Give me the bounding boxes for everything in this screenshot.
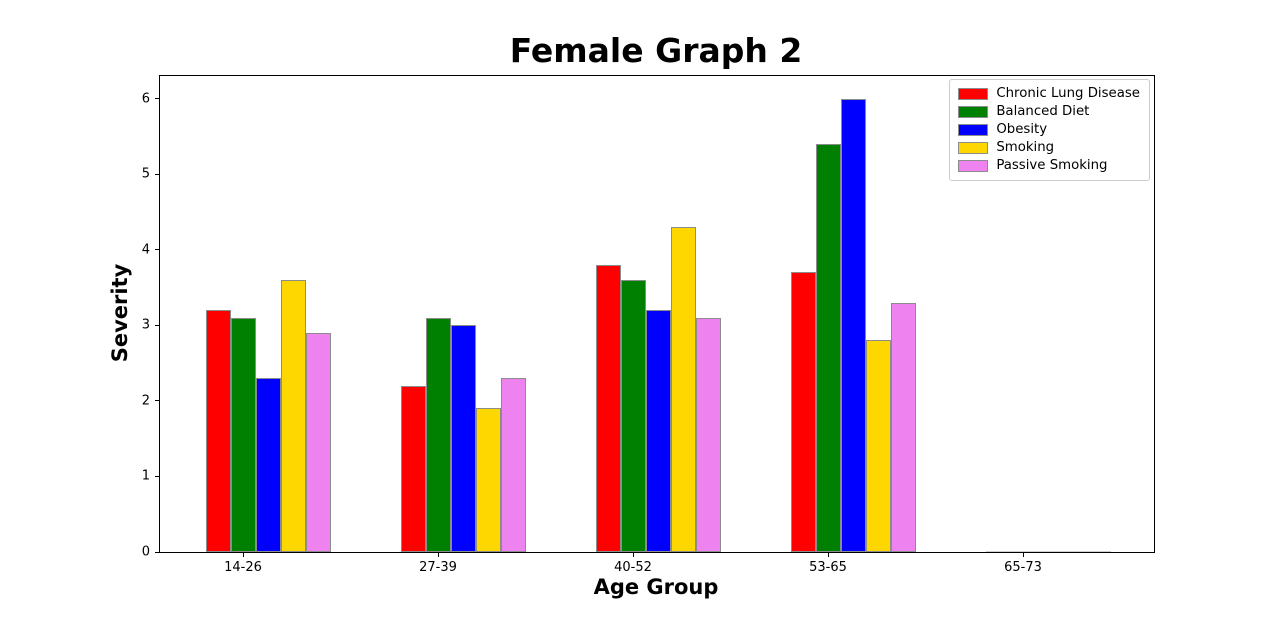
bar-passive-smoking-14-26 [305,332,331,552]
bar-obesity-65-73 [1035,551,1061,552]
bar-passive-smoking-53-65 [890,302,916,552]
bar-obesity-53-65 [840,98,866,552]
bar-smoking-27-39 [475,408,501,552]
bar-smoking-40-52 [670,227,696,552]
legend-item-chronic-lung-disease: Chronic Lung Disease [958,86,1140,101]
legend: Chronic Lung Disease Balanced Diet Obesity… [949,79,1150,181]
bar-balanced-diet-27-39 [425,317,451,552]
legend-label: Chronic Lung Disease [996,86,1140,101]
bar-chronic-lung-disease-65-73 [985,551,1011,552]
legend-item-smoking: Smoking [958,140,1140,155]
bar-passive-smoking-40-52 [695,317,721,552]
legend-swatch-icon [958,105,989,118]
legend-item-passive-smoking: Passive Smoking [958,158,1140,173]
x-tick-mark [438,552,439,557]
y-tick-label: 5 [141,166,150,182]
x-tick-mark [828,552,829,557]
y-axis-label: Severity [108,263,132,363]
x-tick-label-27-39: 27-39 [419,560,457,575]
bar-chronic-lung-disease-27-39 [400,385,426,552]
legend-label: Smoking [996,140,1055,155]
bar-chronic-lung-disease-53-65 [790,272,816,552]
legend-label: Passive Smoking [996,158,1108,173]
bar-obesity-14-26 [255,378,281,552]
legend-item-balanced-diet: Balanced Diet [958,104,1140,119]
bar-chronic-lung-disease-40-52 [595,264,621,552]
x-tick-mark [1023,552,1024,557]
y-tick-mark [155,249,160,251]
y-tick-label: 2 [141,393,150,409]
legend-swatch-icon [958,87,989,100]
bar-balanced-diet-40-52 [620,280,646,552]
y-tick-mark [155,475,160,477]
x-tick-label-53-65: 53-65 [809,560,847,575]
y-tick-mark [155,400,160,402]
chart-title: Female Graph 2 [509,31,803,70]
x-axis-label: Age Group [593,575,719,599]
bar-obesity-40-52 [645,310,671,552]
x-tick-mark [633,552,634,557]
legend-item-obesity: Obesity [958,122,1140,137]
bar-smoking-53-65 [865,340,891,552]
y-tick-mark [155,98,160,100]
y-tick-label: 3 [141,317,150,333]
bar-balanced-diet-14-26 [230,317,256,552]
y-tick-label: 0 [141,544,150,560]
y-tick-mark [155,551,160,553]
x-tick-label-14-26: 14-26 [224,560,262,575]
x-tick-mark [243,552,244,557]
y-tick-label: 1 [141,468,150,484]
bar-passive-smoking-27-39 [500,378,526,552]
y-tick-label: 4 [141,242,150,258]
plot-area: Chronic Lung Disease Balanced Diet Obesity… [142,75,1155,575]
y-tick-label: 6 [141,91,150,107]
bar-smoking-65-73 [1060,551,1086,552]
bar-balanced-diet-65-73 [1010,551,1036,552]
y-tick-mark [155,173,160,175]
legend-label: Balanced Diet [996,104,1090,119]
bar-smoking-14-26 [280,280,306,552]
bar-obesity-27-39 [450,325,476,552]
bar-balanced-diet-53-65 [815,144,841,552]
x-tick-label-65-73: 65-73 [1004,560,1042,575]
legend-swatch-icon [958,123,989,136]
x-tick-label-40-52: 40-52 [614,560,652,575]
legend-swatch-icon [958,159,989,172]
bar-passive-smoking-65-73 [1085,551,1111,552]
legend-swatch-icon [958,141,989,154]
bar-chronic-lung-disease-14-26 [205,310,231,552]
y-tick-mark [155,324,160,326]
legend-label: Obesity [996,122,1048,137]
